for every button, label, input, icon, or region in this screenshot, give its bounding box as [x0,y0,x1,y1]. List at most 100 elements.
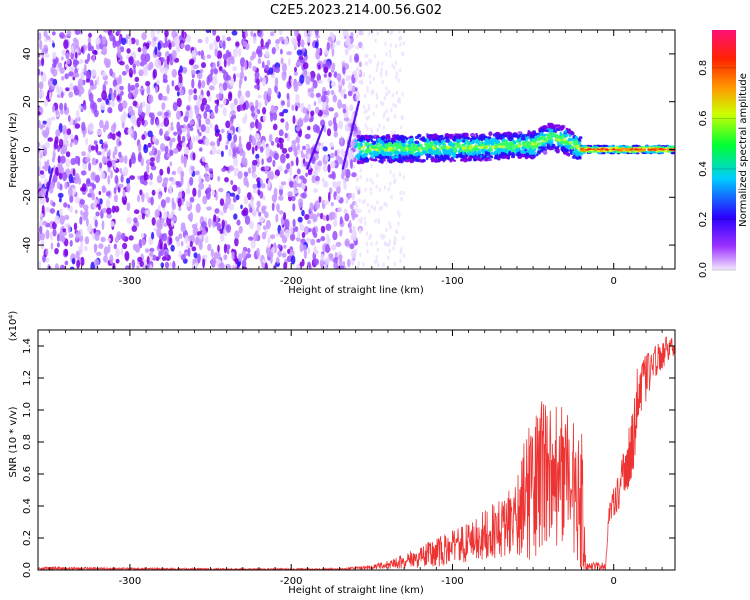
spectrogram-cell [64,181,68,190]
spectrogram-cell [108,92,113,101]
spectrogram-cell [297,216,303,223]
spectrogram-cell [387,141,393,147]
spectrogram-cell [611,145,616,148]
spectrogram-cell [214,48,218,57]
spectrogram-cell [382,262,385,267]
spectrogram-cell [114,156,118,162]
spectrogram-cell [115,247,120,258]
spectrogram-cell [330,90,335,95]
spectrogram-cell [285,121,289,131]
spectrogram-cell [192,258,196,264]
spectrogram-cell [127,82,131,93]
spectrogram-cell [74,123,81,129]
spectrogram-cell [163,117,170,127]
spectrogram-cell [388,49,392,54]
spectrogram-cell [241,156,246,165]
spectrogram-cell [93,184,97,189]
spectrogram-cell [68,233,74,239]
spectrogram-cell [464,155,468,160]
spectrogram-cell [393,150,399,155]
spectrogram-cell [587,147,591,150]
spectrogram-cell [289,180,294,188]
colorbar-tick-label: 0.4 [698,161,709,177]
spectrogram-cell [618,149,624,152]
spectrogram-cell [64,248,69,257]
spectrogram-cell [142,66,147,72]
snr-x-label: Height of straight line (km) [288,585,424,596]
spectrogram-cell [126,183,131,193]
spectrogram-cell [168,177,174,182]
spectrogram-cell [507,141,512,145]
spectrogram-cell [237,170,243,180]
spectrogram-cell [289,249,295,257]
spectrogram-cell [623,145,628,148]
spectrogram-cell [356,66,359,71]
spectrogram-cell [397,78,400,83]
spectrogram-cell [355,91,359,96]
spectrogram-cell [85,177,91,187]
spectrogram-cell [73,72,80,78]
spectrogram-cell [508,151,512,156]
spectrogram-cell [292,203,296,212]
spectrogram-cell [516,151,520,157]
spectrogram-cell [419,137,425,141]
spectrogram-cell [103,255,108,263]
spectrogram-cell [277,250,282,258]
spectrogram-cell [66,30,72,37]
spectrogram-cell [303,249,307,259]
spectrogram-cell [161,256,167,261]
spectrogram-cell [43,146,48,156]
spectrogram-cell [356,160,362,164]
spectrogram-cell [449,135,453,140]
spectrogram-cell [366,61,369,67]
spectrogram-cell [604,148,609,151]
spectrogram-cell [367,107,371,112]
spectrogram-cell [257,189,261,196]
spectrogram-cell [306,36,311,43]
spectrogram-cell [253,84,260,90]
spectrogram-cell [376,173,379,178]
y-tick-label: 40 [22,48,33,61]
spectrogram-cell [449,142,453,147]
spectrogram-cell [264,165,270,171]
spectrogram-cell [136,265,140,269]
spectrogram-cell [116,30,121,35]
spectrogram-cell [81,121,86,132]
spectrogram-cell [153,36,157,42]
spectrogram-cell [219,228,223,234]
spectrogram-cell [139,260,144,268]
spectrogram-cell [382,125,386,130]
spectrogram-cell [490,145,496,149]
colorbar-ticks: 0.00.20.40.60.8 [698,60,736,278]
spectrogram-cell [271,247,276,253]
spectrogram-cell [67,204,71,209]
spectrogram-cell [171,68,177,78]
spectrogram-cell [95,174,100,183]
spectrogram-cell [284,229,290,238]
spectrogram-cell [301,232,306,238]
spectrogram-cell [361,200,365,205]
spectrogram-cell [368,209,371,214]
spectrogram-cell [271,202,275,212]
spectrogram-cell [343,93,347,99]
spectrogram-cell [362,262,365,267]
spectrogram-cell [357,126,360,131]
spectrogram-cell [330,202,334,207]
spectrogram-cell [358,150,363,154]
spectrogram-cell [355,201,358,207]
spectrogram-cell [376,262,380,268]
spectrogram-cell [259,216,264,223]
spectrogram-cell [220,150,224,157]
spectrogram-cell [402,175,405,180]
spectrogram-cell [126,48,131,54]
spectrogram-cell [333,130,338,138]
spectrogram-cell [395,90,399,96]
spectrogram-cell [655,147,659,150]
spectrogram-cell [59,102,64,112]
spectrogram-cell [559,131,563,137]
spectrogram-cell [387,146,393,152]
spectrogram-cell [323,73,328,78]
spectrogram-cell [278,137,282,144]
spectrogram-cell [322,164,328,173]
spectrogram-cell [378,159,383,163]
